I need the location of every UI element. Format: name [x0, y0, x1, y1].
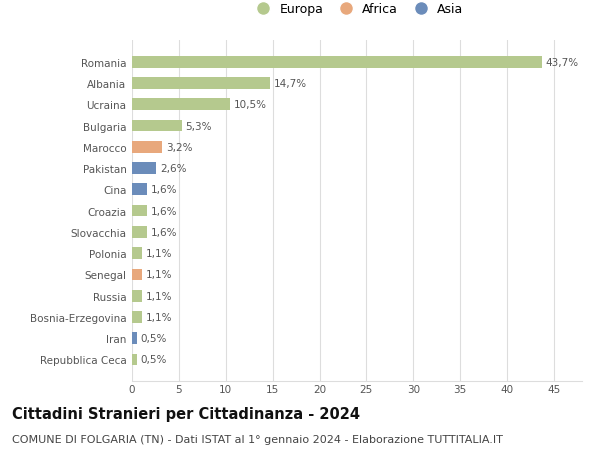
Text: 10,5%: 10,5% [234, 100, 267, 110]
Text: 5,3%: 5,3% [185, 121, 212, 131]
Bar [132, 354, 137, 365]
Bar [132, 163, 157, 174]
Bar [132, 184, 147, 196]
Text: 1,6%: 1,6% [151, 227, 177, 237]
Text: 1,1%: 1,1% [146, 270, 173, 280]
Text: 1,6%: 1,6% [151, 206, 177, 216]
Bar [132, 120, 182, 132]
Bar [132, 333, 137, 344]
Text: 2,6%: 2,6% [160, 164, 187, 174]
Text: 1,1%: 1,1% [146, 312, 173, 322]
Bar [132, 78, 270, 90]
Text: 1,1%: 1,1% [146, 291, 173, 301]
Text: Cittadini Stranieri per Cittadinanza - 2024: Cittadini Stranieri per Cittadinanza - 2… [12, 406, 360, 421]
Text: 1,1%: 1,1% [146, 249, 173, 258]
Legend: Europa, Africa, Asia: Europa, Africa, Asia [251, 3, 463, 17]
Text: COMUNE DI FOLGARIA (TN) - Dati ISTAT al 1° gennaio 2024 - Elaborazione TUTTITALI: COMUNE DI FOLGARIA (TN) - Dati ISTAT al … [12, 434, 503, 444]
Text: 0,5%: 0,5% [140, 334, 167, 343]
Text: 14,7%: 14,7% [274, 79, 307, 89]
Bar [132, 99, 230, 111]
Bar [132, 227, 147, 238]
Text: 0,5%: 0,5% [140, 355, 167, 365]
Bar [132, 205, 147, 217]
Text: 3,2%: 3,2% [166, 142, 192, 152]
Bar [132, 290, 142, 302]
Bar [132, 57, 542, 68]
Text: 1,6%: 1,6% [151, 185, 177, 195]
Bar [132, 248, 142, 259]
Bar [132, 142, 162, 153]
Bar [132, 311, 142, 323]
Text: 43,7%: 43,7% [545, 57, 578, 67]
Bar [132, 269, 142, 280]
